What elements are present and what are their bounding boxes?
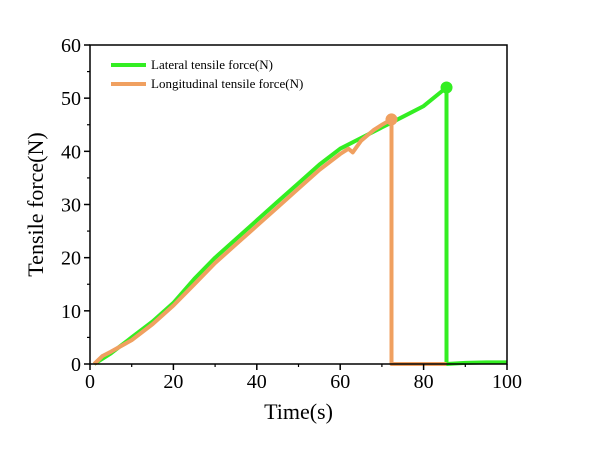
x-tick-label: 100	[492, 371, 522, 393]
x-axis-title: Time(s)	[264, 399, 333, 424]
y-axis: 0 10 20 30 40 50 60	[61, 35, 90, 376]
x-tick-label: 60	[330, 371, 350, 393]
peak-point-lateral	[440, 81, 453, 94]
y-tick-label: 60	[61, 35, 81, 57]
legend-label: Longitudinal tensile force(N)	[151, 76, 303, 91]
y-tick-label: 20	[61, 248, 81, 270]
y-tick-label: 0	[71, 354, 81, 376]
y-axis-title: Tensile force(N)	[23, 132, 48, 276]
y-tick-label: 10	[61, 301, 81, 323]
peak-point-longitudinal	[385, 113, 398, 126]
y-tick-label: 40	[61, 141, 81, 163]
series-line-longitudinal	[92, 117, 447, 366]
x-tick-label: 40	[247, 371, 267, 393]
x-tick-label: 20	[163, 371, 183, 393]
x-tick-label: 80	[414, 371, 434, 393]
x-tick-label: 0	[85, 371, 95, 393]
legend-label: Lateral tensile force(N)	[151, 57, 273, 72]
y-tick-label: 50	[61, 88, 81, 110]
plot-lines	[92, 85, 507, 366]
legend: Lateral tensile force(N) Longitudinal ten…	[111, 57, 303, 91]
x-axis: 0 20 40 60 80 100	[85, 364, 522, 393]
peak-markers	[385, 81, 453, 126]
y-tick-label: 30	[61, 195, 81, 217]
